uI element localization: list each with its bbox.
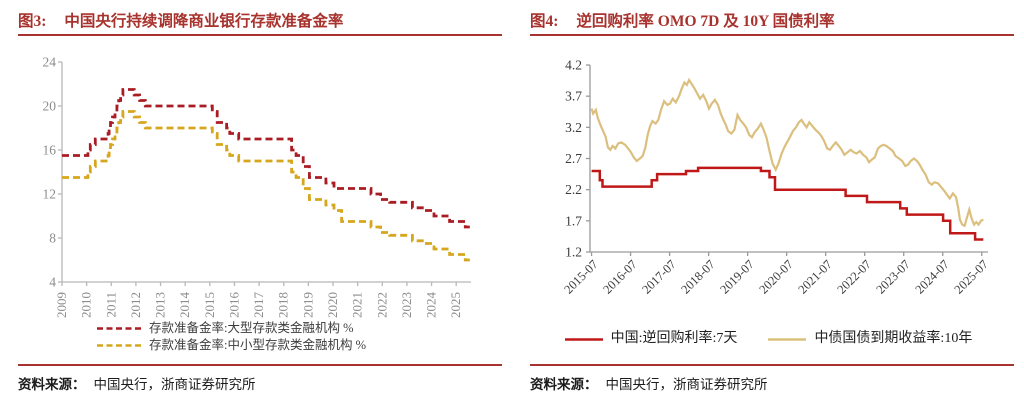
figure4-source: 资料来源： 中国央行，浙商证券研究所	[530, 373, 1014, 393]
x-tick-label: 2022	[374, 292, 389, 318]
figure3-separator	[18, 364, 502, 366]
x-tick-label: 2012	[128, 292, 143, 318]
x-tick-label: 2016-07	[600, 257, 639, 296]
legend-swatch-icon	[97, 327, 141, 330]
legend-label: 中债国债到期收益率:10年	[814, 331, 973, 346]
figure4-source-text: 中国央行，浙商证券研究所	[605, 377, 768, 392]
x-tick-label: 2020-07	[756, 257, 795, 296]
x-tick-label: 2019-07	[717, 257, 756, 296]
x-tick-label: 2024-07	[912, 257, 951, 296]
series-line-1	[62, 110, 470, 262]
figure4-header: 图4: 逆回购利率 OMO 7D 及 10Y 国债利率	[530, 9, 1014, 33]
y-tick-label: 4	[49, 275, 56, 290]
figure4-title: 逆回购利率 OMO 7D 及 10Y 国债利率	[576, 13, 835, 30]
series-line-0	[591, 166, 984, 241]
y-tick-label: 1.2	[565, 245, 582, 260]
legend-item: 中债国债到期收益率:10年	[767, 330, 972, 348]
figure3-header: 图3: 中国央行持续调降商业银行存款准备金率	[18, 9, 502, 33]
legend-swatch-icon	[768, 337, 807, 341]
y-tick-label: 1.7	[565, 213, 582, 228]
figure4-separator	[530, 364, 1014, 366]
x-tick-label: 2023	[399, 292, 414, 318]
x-tick-label: 2021-07	[795, 257, 834, 296]
x-tick-label: 2017-07	[639, 257, 678, 296]
figure3-title: 中国央行持续调降商业银行存款准备金率	[64, 13, 344, 30]
x-tick-label: 2023-07	[873, 257, 912, 296]
y-tick-label: 3.7	[565, 89, 582, 104]
legend-item: 存款准备金率:大型存款类金融机构 %	[96, 320, 354, 337]
figure4-source-label: 资料来源：	[530, 377, 598, 392]
x-tick-label: 2019	[300, 292, 315, 318]
x-tick-label: 2020	[325, 292, 340, 318]
y-tick-label: 8	[49, 231, 56, 246]
x-tick-label: 2024	[424, 292, 439, 319]
legend-swatch-icon	[97, 344, 141, 347]
x-tick-label: 2017	[251, 292, 266, 319]
figure4-label: 图4:	[530, 13, 559, 30]
figure3-title-underline	[18, 34, 502, 36]
y-tick-label: 4.2	[565, 58, 582, 73]
series-line-0	[62, 88, 470, 229]
y-tick-label: 12	[43, 187, 57, 202]
x-tick-label: 2014	[177, 292, 192, 319]
figure4-legend: 中国:逆回购利率:7天 中债国债到期收益率:10年	[522, 330, 1014, 348]
figure3-legend: 存款准备金率:大型存款类金融机构 % 存款准备金率:中小型存款类金融机构 %	[96, 320, 366, 354]
x-tick-label: 2013	[153, 292, 168, 318]
figure3-source: 资料来源： 中国央行，浙商证券研究所	[18, 373, 502, 393]
x-tick-label: 2021	[350, 292, 365, 318]
x-tick-label: 2010	[79, 292, 94, 318]
figure3-label: 图3:	[18, 13, 47, 30]
legend-label: 中国:逆回购利率:7天	[610, 331, 738, 346]
legend-label: 存款准备金率:中小型存款类金融机构 %	[149, 338, 367, 352]
figure3-source-label: 资料来源：	[18, 377, 86, 392]
legend-swatch-icon	[564, 337, 603, 341]
y-tick-label: 16	[43, 143, 57, 158]
x-tick-label: 2025-07	[952, 257, 991, 296]
figure4-omo-10y-chart: 1.2 1.7 2.2 2.7 3.2 3.7 4.2 2015-07 2016-07 2017-…	[561, 58, 991, 297]
figure3-source-text: 中国央行，浙商证券研究所	[93, 377, 256, 392]
x-tick-label: 2011	[103, 292, 118, 318]
legend-item: 中国:逆回购利率:7天	[564, 330, 738, 348]
x-tick-label: 2025	[448, 292, 463, 318]
y-tick-label: 20	[43, 99, 57, 114]
y-tick-label: 2.2	[565, 182, 582, 197]
legend-item: 存款准备金率:中小型存款类金融机构 %	[96, 337, 366, 354]
x-tick-label: 2016	[226, 292, 241, 319]
x-tick-label: 2022-07	[834, 257, 873, 296]
legend-label: 存款准备金率:大型存款类金融机构 %	[149, 321, 354, 335]
x-tick-label: 2015-07	[561, 257, 600, 296]
figure4-title-underline	[530, 34, 1014, 36]
y-tick-label: 24	[43, 55, 57, 70]
x-tick-label: 2009	[54, 292, 69, 318]
series-line-1	[590, 77, 984, 228]
x-tick-label: 2018	[276, 292, 291, 318]
y-tick-label: 2.7	[565, 151, 582, 166]
y-tick-label: 3.2	[565, 120, 582, 135]
x-tick-label: 2018-07	[678, 257, 717, 296]
x-tick-label: 2015	[202, 292, 217, 318]
